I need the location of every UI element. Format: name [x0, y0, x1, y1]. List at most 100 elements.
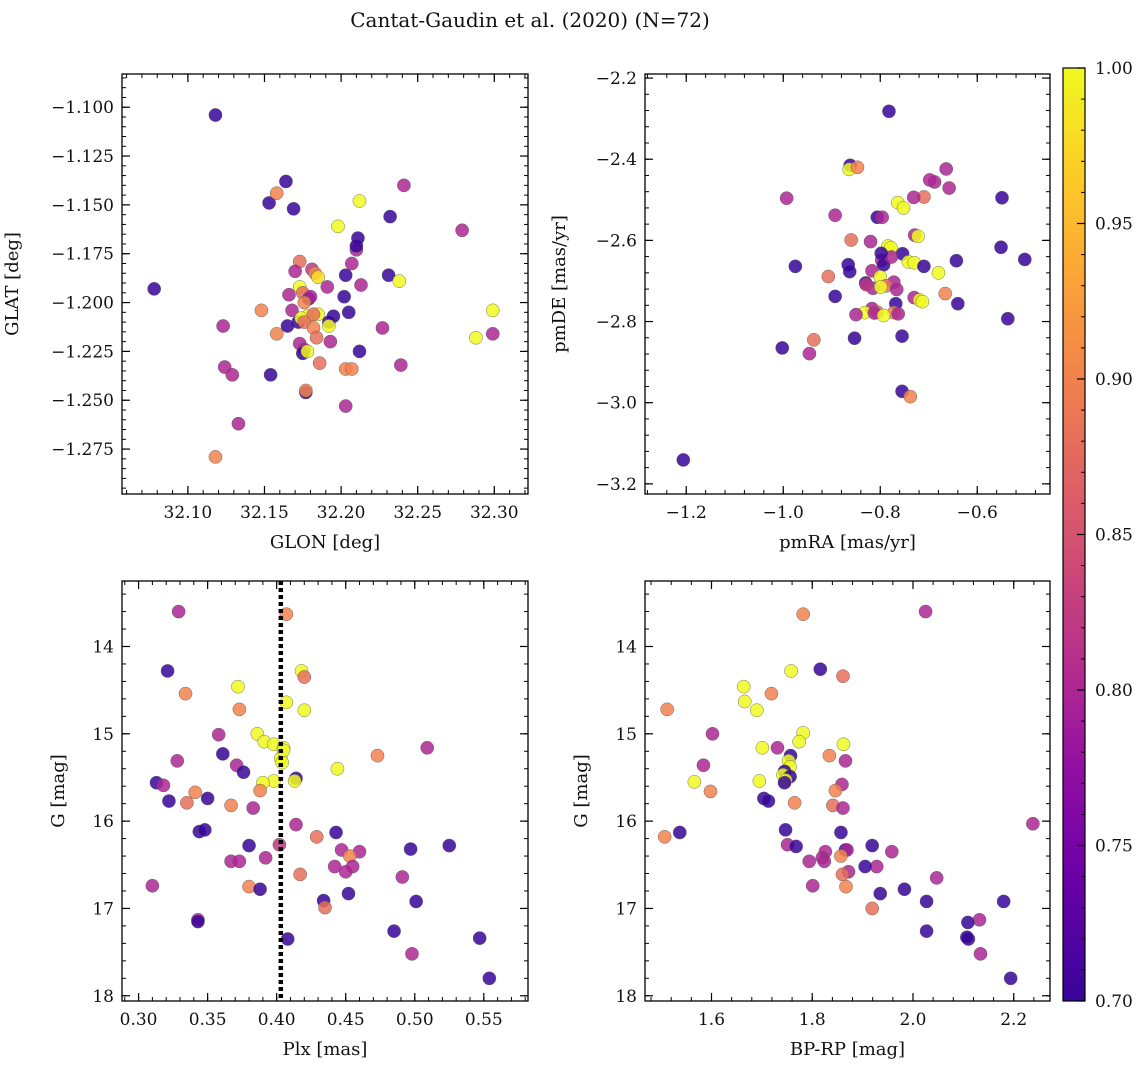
data-point — [231, 679, 245, 694]
data-point — [796, 607, 810, 621]
data-point — [485, 327, 500, 341]
data-point — [891, 307, 905, 321]
y-tick-label: 15 — [615, 725, 637, 745]
x-tick-label: 1.6 — [698, 1010, 725, 1030]
y-axis-label: GLAT [deg] — [2, 232, 23, 336]
data-point — [875, 210, 889, 225]
data-point — [850, 160, 865, 175]
y-tick-label: −2.8 — [596, 313, 637, 333]
data-point — [455, 223, 469, 238]
data-point — [778, 823, 793, 837]
y-tick-label: −1.175 — [51, 245, 114, 265]
data-point — [320, 280, 335, 294]
data-point — [420, 740, 434, 755]
x-axis-label: BP-RP [mag] — [790, 1039, 905, 1060]
scatter-panel-3: 0.30 0.35 0.40 0.45 0.50 0.55 14 15 16 17 18 Plx [m… — [48, 580, 529, 1060]
data-point — [919, 924, 934, 938]
x-tick-label: −0.6 — [957, 503, 998, 523]
data-point — [485, 303, 500, 318]
x-tick-label: −0.8 — [860, 503, 901, 523]
data-point — [676, 453, 691, 467]
data-point — [280, 932, 295, 946]
data-point — [789, 839, 803, 854]
data-point — [828, 289, 842, 304]
data-point — [869, 859, 884, 874]
y-tick-label: 16 — [615, 812, 637, 832]
y-tick-label: −2.6 — [596, 231, 637, 251]
data-points — [676, 104, 1032, 467]
x-tick-label: 2.2 — [1000, 1010, 1027, 1030]
data-point — [297, 295, 312, 310]
data-point — [341, 886, 356, 901]
data-point — [873, 886, 888, 901]
data-point — [216, 319, 230, 333]
y-tick-label: −1.250 — [51, 391, 114, 411]
x-tick-label: 32.15 — [240, 503, 289, 523]
y-tick-label: 14 — [615, 637, 637, 657]
data-point — [863, 234, 878, 249]
x-tick-label: −1.2 — [666, 503, 707, 523]
data-point — [788, 259, 803, 274]
data-point — [236, 765, 251, 780]
data-point — [995, 190, 1009, 205]
x-tick-label: 32.25 — [393, 503, 442, 523]
data-point — [903, 389, 918, 404]
y-tick-label: −3.2 — [596, 475, 637, 495]
data-point — [383, 209, 397, 224]
data-point — [330, 761, 345, 776]
data-point — [269, 327, 284, 341]
data-point — [297, 670, 312, 684]
colorbar-tick-label: 0.75 — [1095, 837, 1133, 857]
data-point — [338, 399, 353, 413]
data-point — [337, 289, 351, 304]
colorbar-tick-label: 1.00 — [1095, 59, 1133, 79]
data-points — [657, 604, 1040, 986]
data-point — [287, 774, 302, 788]
x-tick-label: 0.45 — [327, 1010, 365, 1030]
y-tick-label: −1.225 — [51, 342, 114, 362]
y-tick-label: −2.4 — [596, 150, 637, 170]
data-point — [352, 344, 367, 359]
data-point — [1026, 816, 1040, 831]
data-point — [821, 269, 836, 284]
data-point — [764, 686, 779, 701]
y-tick-label: 16 — [92, 812, 114, 832]
data-point — [242, 838, 256, 853]
data-point — [896, 201, 911, 215]
data-point — [770, 740, 785, 755]
data-point — [874, 246, 889, 261]
x-tick-label: 32.10 — [164, 503, 213, 523]
data-point — [882, 104, 896, 119]
colorbar-tick-label: 0.85 — [1095, 526, 1133, 546]
scatter-panels: 32.10 32.15 32.20 32.25 32.30 −1.100 −1.125 −1.… — [2, 69, 1051, 1060]
y-tick-label: −1.100 — [51, 98, 114, 118]
data-point — [282, 287, 296, 302]
data-point — [897, 882, 912, 897]
data-point — [286, 201, 301, 216]
data-point — [828, 208, 842, 223]
data-point — [327, 859, 342, 874]
data-point — [839, 879, 853, 894]
data-point — [805, 878, 820, 893]
colorbar-tick-label: 0.95 — [1095, 215, 1133, 235]
data-point — [392, 274, 407, 288]
data-point — [802, 854, 817, 869]
x-tick-label: 1.8 — [799, 1010, 826, 1030]
data-point — [232, 702, 247, 717]
data-point — [696, 758, 711, 773]
data-point — [942, 181, 956, 195]
data-point — [403, 842, 418, 856]
data-point — [915, 294, 930, 309]
data-point — [188, 785, 202, 800]
data-point — [246, 801, 260, 815]
data-point — [156, 778, 171, 793]
data-point — [208, 108, 223, 122]
data-point — [352, 194, 367, 208]
data-point — [922, 173, 937, 187]
data-point — [960, 930, 974, 945]
data-point — [232, 854, 247, 869]
data-point — [293, 867, 307, 882]
data-point — [288, 264, 302, 279]
data-point — [309, 830, 324, 844]
data-point — [844, 233, 858, 247]
